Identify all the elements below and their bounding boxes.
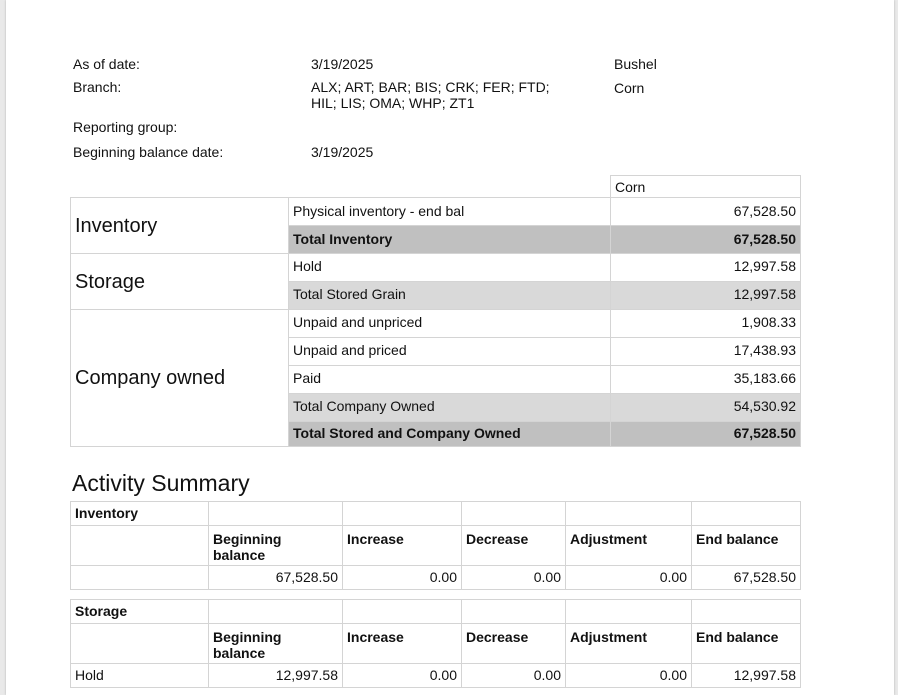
position-row-label: Hold	[288, 253, 611, 282]
empty-cell	[691, 599, 801, 624]
position-total-value: 67,528.50	[610, 421, 801, 447]
empty-cell	[461, 599, 566, 624]
position-row-value: 17,438.93	[610, 337, 801, 366]
beginning-balance-header-line2: balance	[213, 645, 266, 661]
beginning-balance-date-value: 3/19/2025	[311, 144, 374, 160]
position-total-label: Total Stored and Company Owned	[288, 421, 611, 447]
as-of-date-label: As of date:	[73, 56, 140, 72]
position-row-label: Unpaid and unpriced	[288, 309, 611, 338]
activity-adjustment-value: 0.00	[565, 565, 692, 590]
beginning-balance-header-line2: balance	[213, 547, 266, 563]
activity-section-storage: Storage	[70, 599, 209, 624]
position-subtotal-value: 54,530.92	[610, 393, 801, 422]
activity-increase-value: 0.00	[342, 663, 462, 688]
empty-cell	[70, 623, 209, 664]
empty-cell	[70, 525, 209, 566]
position-subtotal-value: 12,997.58	[610, 281, 801, 310]
increase-header: Increase	[342, 525, 462, 566]
position-row-value: 12,997.58	[610, 253, 801, 282]
unit-value: Bushel	[614, 56, 657, 72]
beginning-balance-date-label: Beginning balance date:	[73, 144, 224, 160]
activity-beginning-value: 12,997.58	[208, 663, 343, 688]
empty-cell	[342, 599, 462, 624]
reporting-group-label: Reporting group:	[73, 119, 178, 135]
beginning-balance-header-line1: Beginning	[213, 531, 282, 547]
corn-column-header: Corn	[610, 175, 801, 198]
beginning-balance-header: Beginning balance	[208, 623, 343, 664]
empty-cell	[565, 599, 692, 624]
position-subtotal-label: Total Company Owned	[288, 393, 611, 422]
activity-increase-value: 0.00	[342, 565, 462, 590]
activity-adjustment-value: 0.00	[565, 663, 692, 688]
empty-cell	[342, 501, 462, 526]
empty-cell	[461, 501, 566, 526]
branch-line-1: ALX; ART; BAR; BIS; CRK; FER; FTD;	[311, 79, 550, 95]
position-subtotal-label: Total Stored Grain	[288, 281, 611, 310]
beginning-balance-header-line1: Beginning	[213, 629, 282, 645]
position-total-label: Total Inventory	[288, 225, 611, 254]
decrease-header: Decrease	[461, 525, 566, 566]
position-row-label: Unpaid and priced	[288, 337, 611, 366]
activity-section-inventory: Inventory	[70, 501, 209, 526]
position-row-label: Paid	[288, 365, 611, 394]
position-row-value: 67,528.50	[610, 197, 801, 226]
category-company-owned: Company owned	[70, 309, 289, 447]
branch-value: ALX; ART; BAR; BIS; CRK; FER; FTD; HIL; …	[311, 79, 550, 111]
decrease-header: Decrease	[461, 623, 566, 664]
beginning-balance-header: Beginning balance	[208, 525, 343, 566]
empty-cell	[208, 501, 343, 526]
increase-header: Increase	[342, 623, 462, 664]
empty-cell	[208, 599, 343, 624]
empty-cell	[565, 501, 692, 526]
activity-end-value: 12,997.58	[691, 663, 801, 688]
activity-row-label-hold: Hold	[70, 663, 209, 688]
adjustment-header: Adjustment	[565, 623, 692, 664]
position-row-value: 1,908.33	[610, 309, 801, 338]
activity-row-label	[70, 565, 209, 590]
end-balance-header: End balance	[691, 525, 801, 566]
activity-end-value: 67,528.50	[691, 565, 801, 590]
adjustment-header: Adjustment	[565, 525, 692, 566]
branch-label: Branch:	[73, 79, 122, 95]
empty-cell	[691, 501, 801, 526]
commodity-value: Corn	[614, 80, 645, 96]
category-inventory: Inventory	[70, 197, 289, 254]
position-total-value: 67,528.50	[610, 225, 801, 254]
position-row-label: Physical inventory - end bal	[288, 197, 611, 226]
end-balance-header: End balance	[691, 623, 801, 664]
position-row-value: 35,183.66	[610, 365, 801, 394]
activity-summary-title: Activity Summary	[72, 470, 250, 496]
category-storage: Storage	[70, 253, 289, 310]
activity-decrease-value: 0.00	[461, 663, 566, 688]
report-page: As of date: 3/19/2025 Bushel Branch: ALX…	[6, 0, 894, 695]
activity-beginning-value: 67,528.50	[208, 565, 343, 590]
as-of-date-value: 3/19/2025	[311, 56, 374, 72]
activity-decrease-value: 0.00	[461, 565, 566, 590]
branch-line-2: HIL; LIS; OMA; WHP; ZT1	[311, 95, 475, 111]
